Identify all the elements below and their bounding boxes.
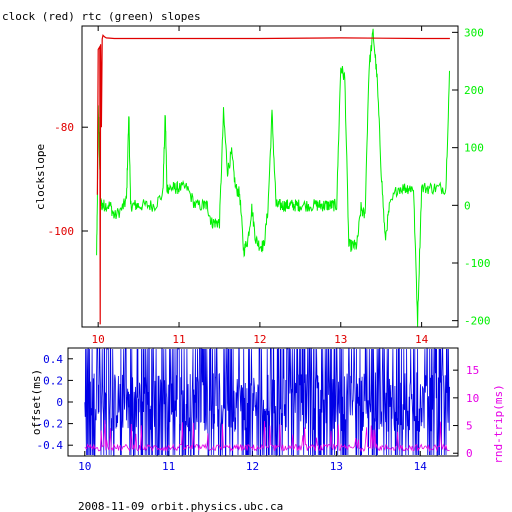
bottom-y-tick-label: -0.2 xyxy=(37,418,64,431)
bottom-y2-axis-label: rnd-trip(ms) xyxy=(492,384,505,463)
bottom-y-tick-label: 0 xyxy=(56,396,63,409)
top-y-axis-label: clockslope xyxy=(34,144,47,210)
top-y-tick-label: -100 xyxy=(48,225,75,238)
bottom-series-layer xyxy=(84,348,450,456)
bottom-x-tick-label: 11 xyxy=(162,460,175,473)
bottom-right-tick-labels: 15 10 5 0 xyxy=(466,364,479,460)
top-x-tick-label: 12 xyxy=(253,333,266,346)
top-series-layer xyxy=(96,28,450,327)
top-x-tick-label: 13 xyxy=(334,333,347,346)
top-y2-tick-label: -200 xyxy=(464,315,491,328)
top-y2-tick-label: 0 xyxy=(464,199,471,212)
bottom-x-tick-label: 14 xyxy=(414,460,428,473)
top-plot-frame xyxy=(81,25,459,328)
top-x-tick-labels: 10 11 12 13 14 xyxy=(92,333,429,346)
top-x-tick-label: 14 xyxy=(415,333,429,346)
bottom-x-tick-label: 12 xyxy=(246,460,259,473)
top-right-tick-labels: 300 200 100 0 -100 -200 xyxy=(464,26,491,327)
top-left-tick-labels: -80 -100 xyxy=(48,121,75,238)
bottom-y2-tick-label: 5 xyxy=(466,420,473,433)
bottom-x-tick-labels: 10 11 12 13 14 xyxy=(78,460,427,473)
bottom-y2-tick-label: 10 xyxy=(466,392,479,405)
top-x-tick-label: 11 xyxy=(172,333,185,346)
top-tick-marks xyxy=(82,26,458,327)
footer-text: 2008-11-09 orbit.physics.ubc.ca xyxy=(78,500,283,512)
top-y-tick-label: -80 xyxy=(54,121,74,134)
bottom-y2-tick-label: 15 xyxy=(466,364,479,377)
bottom-plot-area: 0.4 0.2 0 -0.2 -0.4 15 10 5 0 10 11 12 13 14 xyxy=(37,347,479,473)
top-y2-tick-label: 300 xyxy=(464,26,484,39)
clock-slope-series xyxy=(96,34,450,325)
bottom-y-tick-label: 0.4 xyxy=(43,353,63,366)
bottom-x-tick-label: 10 xyxy=(78,460,91,473)
bottom-y2-tick-label: 0 xyxy=(466,447,473,460)
bottom-y-tick-label: 0.2 xyxy=(43,374,63,387)
top-y2-tick-label: -100 xyxy=(464,257,491,270)
chart-title: clock (red) rtc (green) slopes xyxy=(2,10,201,23)
top-x-tick-label: 10 xyxy=(92,333,105,346)
bottom-left-tick-labels: 0.4 0.2 0 -0.2 -0.4 xyxy=(37,353,64,452)
bottom-y-axis-label: offset(ms) xyxy=(30,369,43,435)
rtc-slope-series xyxy=(96,28,450,327)
top-y2-tick-label: 100 xyxy=(464,142,484,155)
bottom-x-tick-label: 13 xyxy=(330,460,343,473)
top-y2-tick-label: 200 xyxy=(464,84,484,97)
round-trip-series xyxy=(84,420,450,453)
offset-series xyxy=(84,348,450,456)
bottom-y-tick-label: -0.4 xyxy=(37,439,64,452)
top-plot-area: -80 -100 300 200 100 0 -100 -200 10 11 12 13 14 xyxy=(48,25,491,346)
